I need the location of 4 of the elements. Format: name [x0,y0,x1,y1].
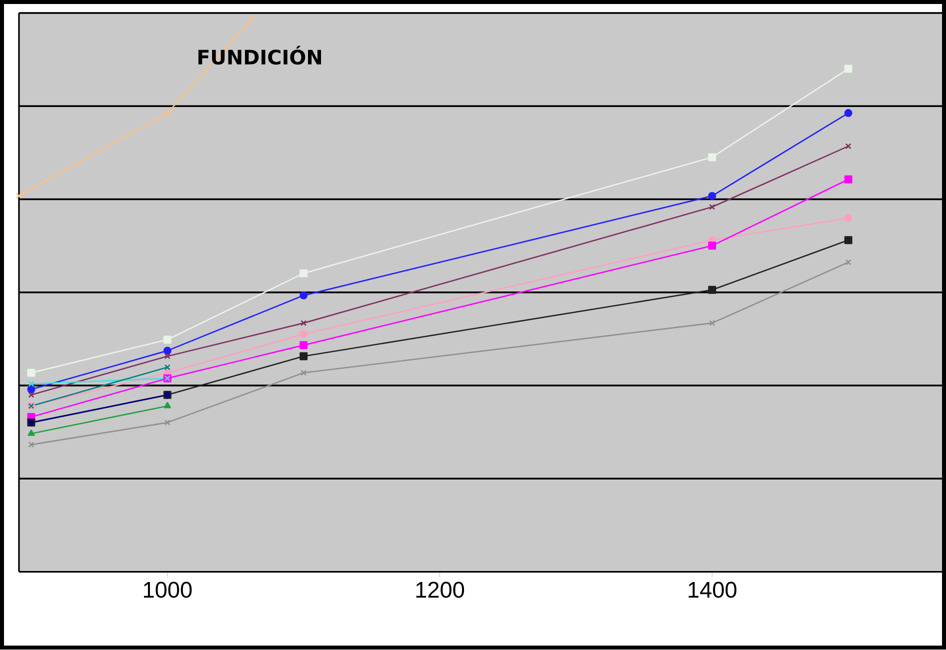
x-tick-label: 1200 [416,582,464,598]
text: FUNDICIÓN [198,46,322,65]
x-tick-label: 1000 [144,582,192,598]
x-tick-label: 1400 [688,582,736,598]
